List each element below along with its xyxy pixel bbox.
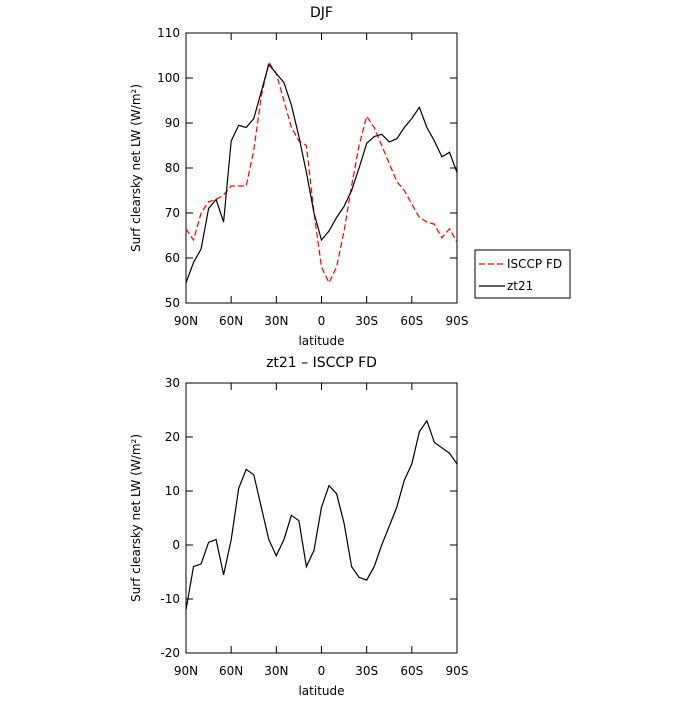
data-line: [185, 60, 458, 285]
y-axis-label: Surf clearsky net LW (W/m²): [129, 434, 143, 602]
x-tick-label: 30S: [355, 314, 378, 328]
x-tick-label: 30S: [355, 664, 378, 678]
x-axis-label: latitude: [298, 684, 344, 698]
x-tick-label: 60N: [219, 314, 243, 328]
y-tick-label: -20: [160, 646, 180, 660]
y-tick-label: 70: [165, 206, 180, 220]
y-tick-label: 50: [165, 296, 180, 310]
y-tick-label: 60: [165, 251, 180, 265]
x-tick-label: 90N: [174, 664, 198, 678]
y-tick-label: 100: [157, 71, 180, 85]
y-tick-label: 90: [165, 116, 180, 130]
y-tick-label: 0: [172, 538, 180, 552]
data-line: [185, 63, 458, 284]
x-tick-label: 60N: [219, 664, 243, 678]
x-tick-label: 60S: [400, 314, 423, 328]
data-line: [185, 419, 458, 610]
plot-frame: [185, 382, 458, 654]
x-tick-label: 90S: [446, 664, 469, 678]
y-tick-label: 80: [165, 161, 180, 175]
y-tick-label: 20: [165, 430, 180, 444]
plot-frame: [185, 32, 458, 304]
x-tick-label: 90N: [174, 314, 198, 328]
legend-label: ISCCP FD: [507, 257, 562, 271]
x-tick-label: 30N: [264, 664, 288, 678]
y-tick-label: 30: [165, 376, 180, 390]
y-axis-label: Surf clearsky net LW (W/m²): [129, 84, 143, 252]
chart-title: zt21 – ISCCP FD: [266, 355, 377, 371]
x-axis-label: latitude: [298, 334, 344, 348]
x-tick-label: 30N: [264, 314, 288, 328]
x-tick-label: 0: [318, 314, 326, 328]
y-tick-label: -10: [160, 592, 180, 606]
y-tick-label: 110: [157, 26, 180, 40]
y-tick-label: 10: [165, 484, 180, 498]
legend-box: [474, 249, 571, 299]
x-tick-label: 60S: [400, 664, 423, 678]
legend-label: zt21: [507, 279, 533, 293]
chart-title: DJF: [310, 5, 333, 21]
x-tick-label: 0: [318, 664, 326, 678]
x-tick-label: 90S: [446, 314, 469, 328]
